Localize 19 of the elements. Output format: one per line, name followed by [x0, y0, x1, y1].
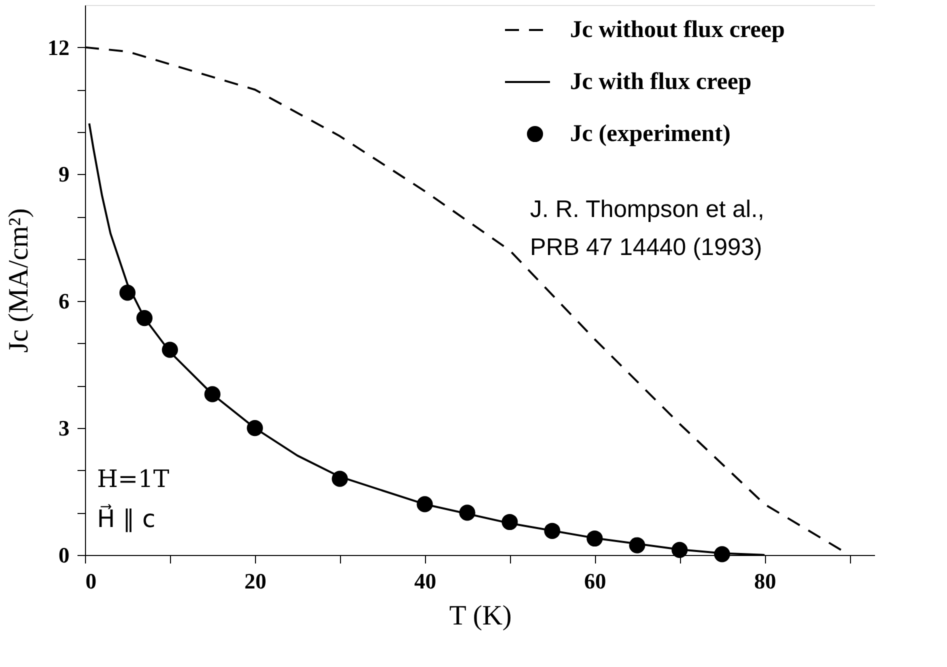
x-tick-label: 60: [584, 568, 606, 594]
y-tick-label: 0: [58, 542, 70, 568]
annotation: J. R. Thompson et al.,: [530, 196, 764, 223]
x-tick-label: 0: [86, 568, 96, 594]
legend-label: Jc (experiment): [570, 121, 731, 147]
x-axis-title: T (K): [449, 600, 512, 632]
y-tick-label: 12: [48, 34, 70, 60]
legend-label: Jc with flux creep: [570, 69, 752, 95]
legend-label: Jc without flux creep: [570, 17, 785, 43]
y-tick-label: 3: [58, 416, 70, 441]
y-tick-label: 6: [58, 288, 70, 314]
annotation: PRB 47 14440 (1993): [530, 234, 762, 261]
annotation: H=1T: [97, 465, 170, 493]
x-tick-label: 80: [754, 568, 776, 594]
y-axis-title: Jc (MA/cm²): [4, 208, 34, 353]
x-tick-label: 20: [244, 568, 266, 594]
x-tick-label: 40: [414, 568, 436, 594]
annotation: H⃗ ∥ c: [97, 504, 156, 533]
y-tick-label: 9: [58, 162, 70, 187]
